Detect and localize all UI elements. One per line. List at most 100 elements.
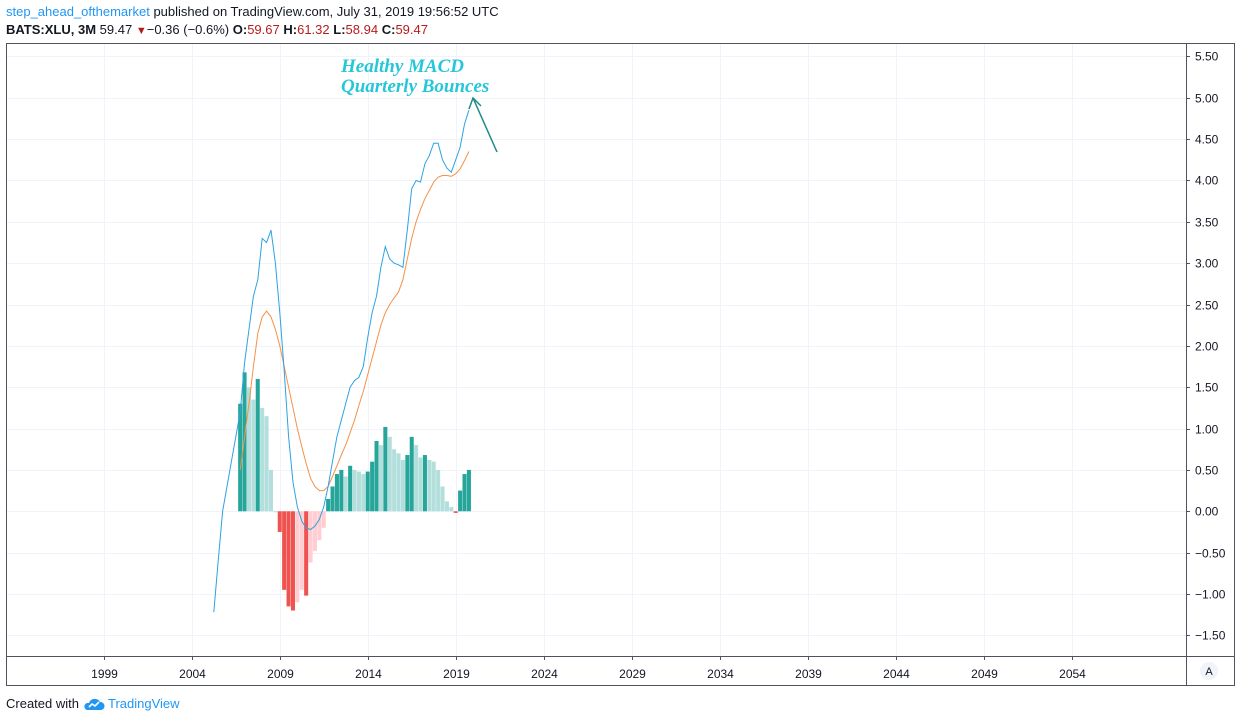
histogram-bar xyxy=(374,440,379,512)
histogram-bar xyxy=(304,511,309,596)
x-tick-label: 2049 xyxy=(971,667,998,681)
y-tick-label: 5.00 xyxy=(1195,92,1219,106)
y-tick-label: 1.50 xyxy=(1195,381,1219,395)
y-tick-label: 0.50 xyxy=(1195,464,1219,478)
open-value: 59.67 xyxy=(247,22,280,37)
author-link[interactable]: step_ahead_ofthemarket xyxy=(6,4,150,19)
histogram-bar xyxy=(312,511,317,551)
annotation-line-2: Quarterly Bounces xyxy=(341,76,489,97)
histogram-bar xyxy=(251,399,256,512)
histogram-bar xyxy=(282,511,287,590)
close-label: C: xyxy=(381,22,396,37)
y-tick-label: −1.00 xyxy=(1195,588,1226,602)
publish-line: step_ahead_ofthemarket published on Trad… xyxy=(6,4,499,19)
histogram-bar xyxy=(466,469,471,512)
histogram-bar xyxy=(383,426,388,512)
grid xyxy=(7,44,1186,656)
annotation-arrow-icon xyxy=(468,96,498,153)
histogram-bar xyxy=(343,476,348,512)
x-tick-label: 2019 xyxy=(443,667,470,681)
y-tick-label: 3.50 xyxy=(1195,216,1219,230)
y-tick-label: 2.00 xyxy=(1195,340,1219,354)
histogram-bar xyxy=(400,459,405,512)
histogram-bar xyxy=(295,511,300,603)
price-change: −0.36 (−0.6%) xyxy=(146,22,230,37)
signal-line xyxy=(239,151,470,492)
time-axis[interactable]: 1999 2004 2009 2014 2019 2024 2029 2034 2039 2044… xyxy=(91,656,1086,681)
histogram-bar xyxy=(277,511,282,532)
auto-scale-label: A xyxy=(1205,666,1213,678)
histogram-bar xyxy=(444,501,449,512)
x-tick-label: 2004 xyxy=(179,667,206,681)
histogram-bar xyxy=(409,436,414,512)
histogram-bar xyxy=(308,511,313,563)
histogram-bar xyxy=(273,511,278,513)
histogram-bar xyxy=(268,469,273,512)
high-label: H: xyxy=(283,22,298,37)
x-tick-label: 2014 xyxy=(355,667,382,681)
chart-frame xyxy=(6,43,1235,686)
x-tick-label: 2009 xyxy=(267,667,294,681)
macd-histogram xyxy=(238,372,471,611)
histogram-bar xyxy=(352,469,357,512)
histogram-bar xyxy=(264,416,269,512)
histogram-bar xyxy=(260,407,265,512)
histogram-bar xyxy=(348,465,353,512)
histogram-bar xyxy=(290,511,295,611)
histogram-bar xyxy=(246,387,251,512)
histogram-bar xyxy=(449,507,454,512)
open-label: O: xyxy=(232,22,248,37)
low-value: 58.94 xyxy=(345,22,379,37)
price-axis[interactable]: 5.50 5.00 4.50 4.00 3.50 3.00 2.50 2.00 1.50 1.00… xyxy=(1186,50,1226,643)
x-tick-label: 1999 xyxy=(91,667,118,681)
tradingview-brand[interactable]: TradingView xyxy=(107,696,180,711)
histogram-bar xyxy=(242,372,247,512)
histogram-bar xyxy=(436,469,441,512)
histogram-bar xyxy=(299,511,304,590)
x-tick-label: 2029 xyxy=(619,667,646,681)
histogram-bar xyxy=(462,474,467,512)
histogram-bar xyxy=(361,474,366,512)
y-tick-label: 1.00 xyxy=(1195,423,1219,437)
annotation-line-1: Healthy MACD xyxy=(340,56,464,77)
histogram-bar xyxy=(339,469,344,512)
histogram-bar xyxy=(405,455,410,512)
x-tick-label: 2054 xyxy=(1059,667,1086,681)
y-tick-label: −1.50 xyxy=(1195,629,1226,643)
x-tick-label: 2044 xyxy=(883,667,910,681)
histogram-bar xyxy=(392,449,397,512)
histogram-bar xyxy=(427,459,432,512)
close-value: 59.47 xyxy=(395,22,428,37)
high-value: 61.32 xyxy=(297,22,330,37)
y-tick-label: 0.00 xyxy=(1195,505,1219,519)
macd-line xyxy=(213,110,470,613)
histogram-bar xyxy=(238,403,243,512)
histogram-bar xyxy=(334,474,339,512)
y-tick-label: 3.00 xyxy=(1195,257,1219,271)
y-tick-label: 4.50 xyxy=(1195,133,1219,147)
published-text: published on TradingView.com, July 31, 2… xyxy=(149,4,499,19)
histogram-bar xyxy=(326,498,331,512)
histogram-bar xyxy=(317,511,322,541)
triangle-down-icon: ▼ xyxy=(135,25,147,37)
x-tick-label: 2034 xyxy=(707,667,734,681)
histogram-bar xyxy=(387,436,392,512)
created-with-text: Created with xyxy=(6,696,79,711)
y-tick-label: 5.50 xyxy=(1195,50,1219,64)
histogram-bar xyxy=(286,511,291,607)
x-tick-label: 2024 xyxy=(531,667,558,681)
histogram-bar xyxy=(396,453,401,512)
histogram-bar xyxy=(370,461,375,512)
histogram-bar xyxy=(330,486,335,512)
y-tick-label: 2.50 xyxy=(1195,299,1219,313)
histogram-bar xyxy=(458,490,463,512)
x-tick-label: 2039 xyxy=(795,667,822,681)
y-tick-label: 4.00 xyxy=(1195,174,1219,188)
histogram-bar xyxy=(414,445,419,512)
histogram-bar xyxy=(365,471,370,512)
auto-scale-button[interactable] xyxy=(1200,662,1218,680)
symbol-label: BATS:XLU, 3M xyxy=(6,22,97,37)
histogram-bar xyxy=(356,471,361,512)
histogram-bar xyxy=(440,486,445,512)
